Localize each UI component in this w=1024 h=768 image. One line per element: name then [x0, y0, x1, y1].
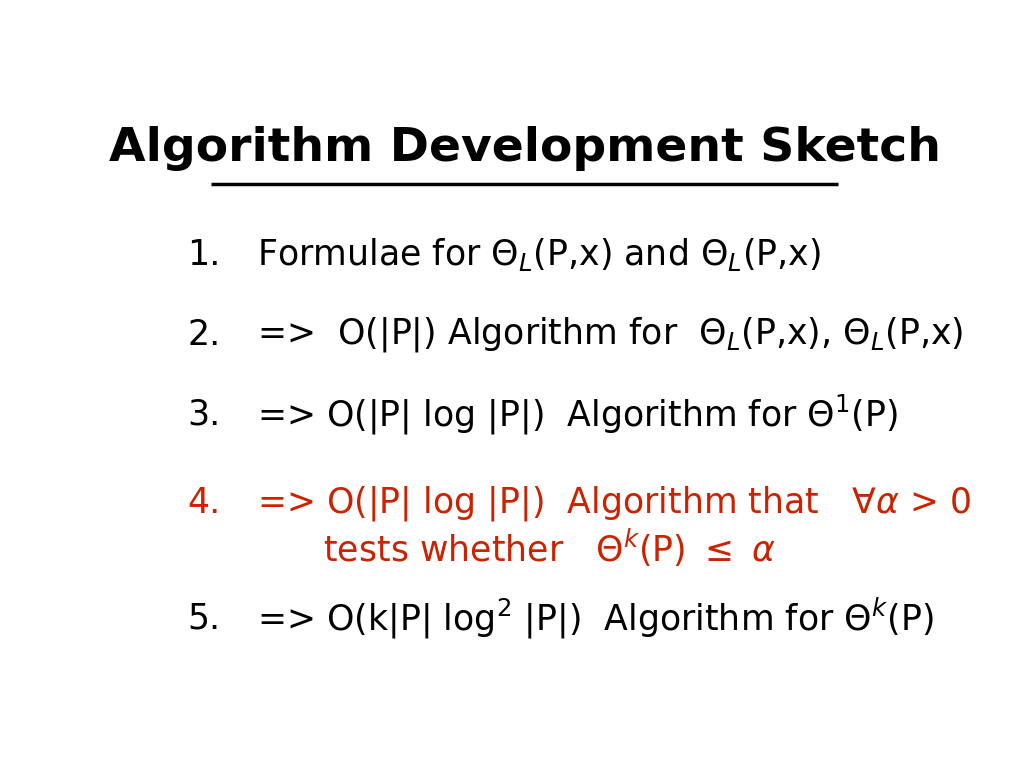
Text: 1.: 1.	[187, 238, 221, 272]
Text: tests whether   $\Theta^{k}$(P) $\leq$ $\alpha$: tests whether $\Theta^{k}$(P) $\leq$ $\a…	[236, 526, 776, 568]
Text: Algorithm Development Sketch: Algorithm Development Sketch	[109, 126, 941, 170]
Text: 5.: 5.	[187, 601, 220, 635]
Text: => O(k|P| $\mathrm{log}^{2}$ |P|)  Algorithm for $\Theta^{k}$(P): => O(k|P| $\mathrm{log}^{2}$ |P|) Algori…	[236, 596, 934, 641]
Text: Formulae for $\Theta_{L}$(P,x) and $\Theta_{L}$(P,x): Formulae for $\Theta_{L}$(P,x) and $\The…	[236, 237, 821, 273]
Text: 4.: 4.	[187, 486, 221, 520]
Text: 2.: 2.	[187, 318, 221, 352]
Text: => O(|P| log |P|)  Algorithm for $\Theta^{1}$(P): => O(|P| log |P|) Algorithm for $\Theta^…	[236, 392, 898, 436]
Text: =>  O(|P|) Algorithm for  $\Theta_{L}$(P,x), $\Theta_{L}$(P,x): => O(|P|) Algorithm for $\Theta_{L}$(P,x…	[236, 315, 964, 354]
Text: => O(|P| log |P|)  Algorithm that   $\forall\alpha$ > 0: => O(|P| log |P|) Algorithm that $\foral…	[236, 484, 972, 523]
Text: 3.: 3.	[187, 398, 221, 432]
